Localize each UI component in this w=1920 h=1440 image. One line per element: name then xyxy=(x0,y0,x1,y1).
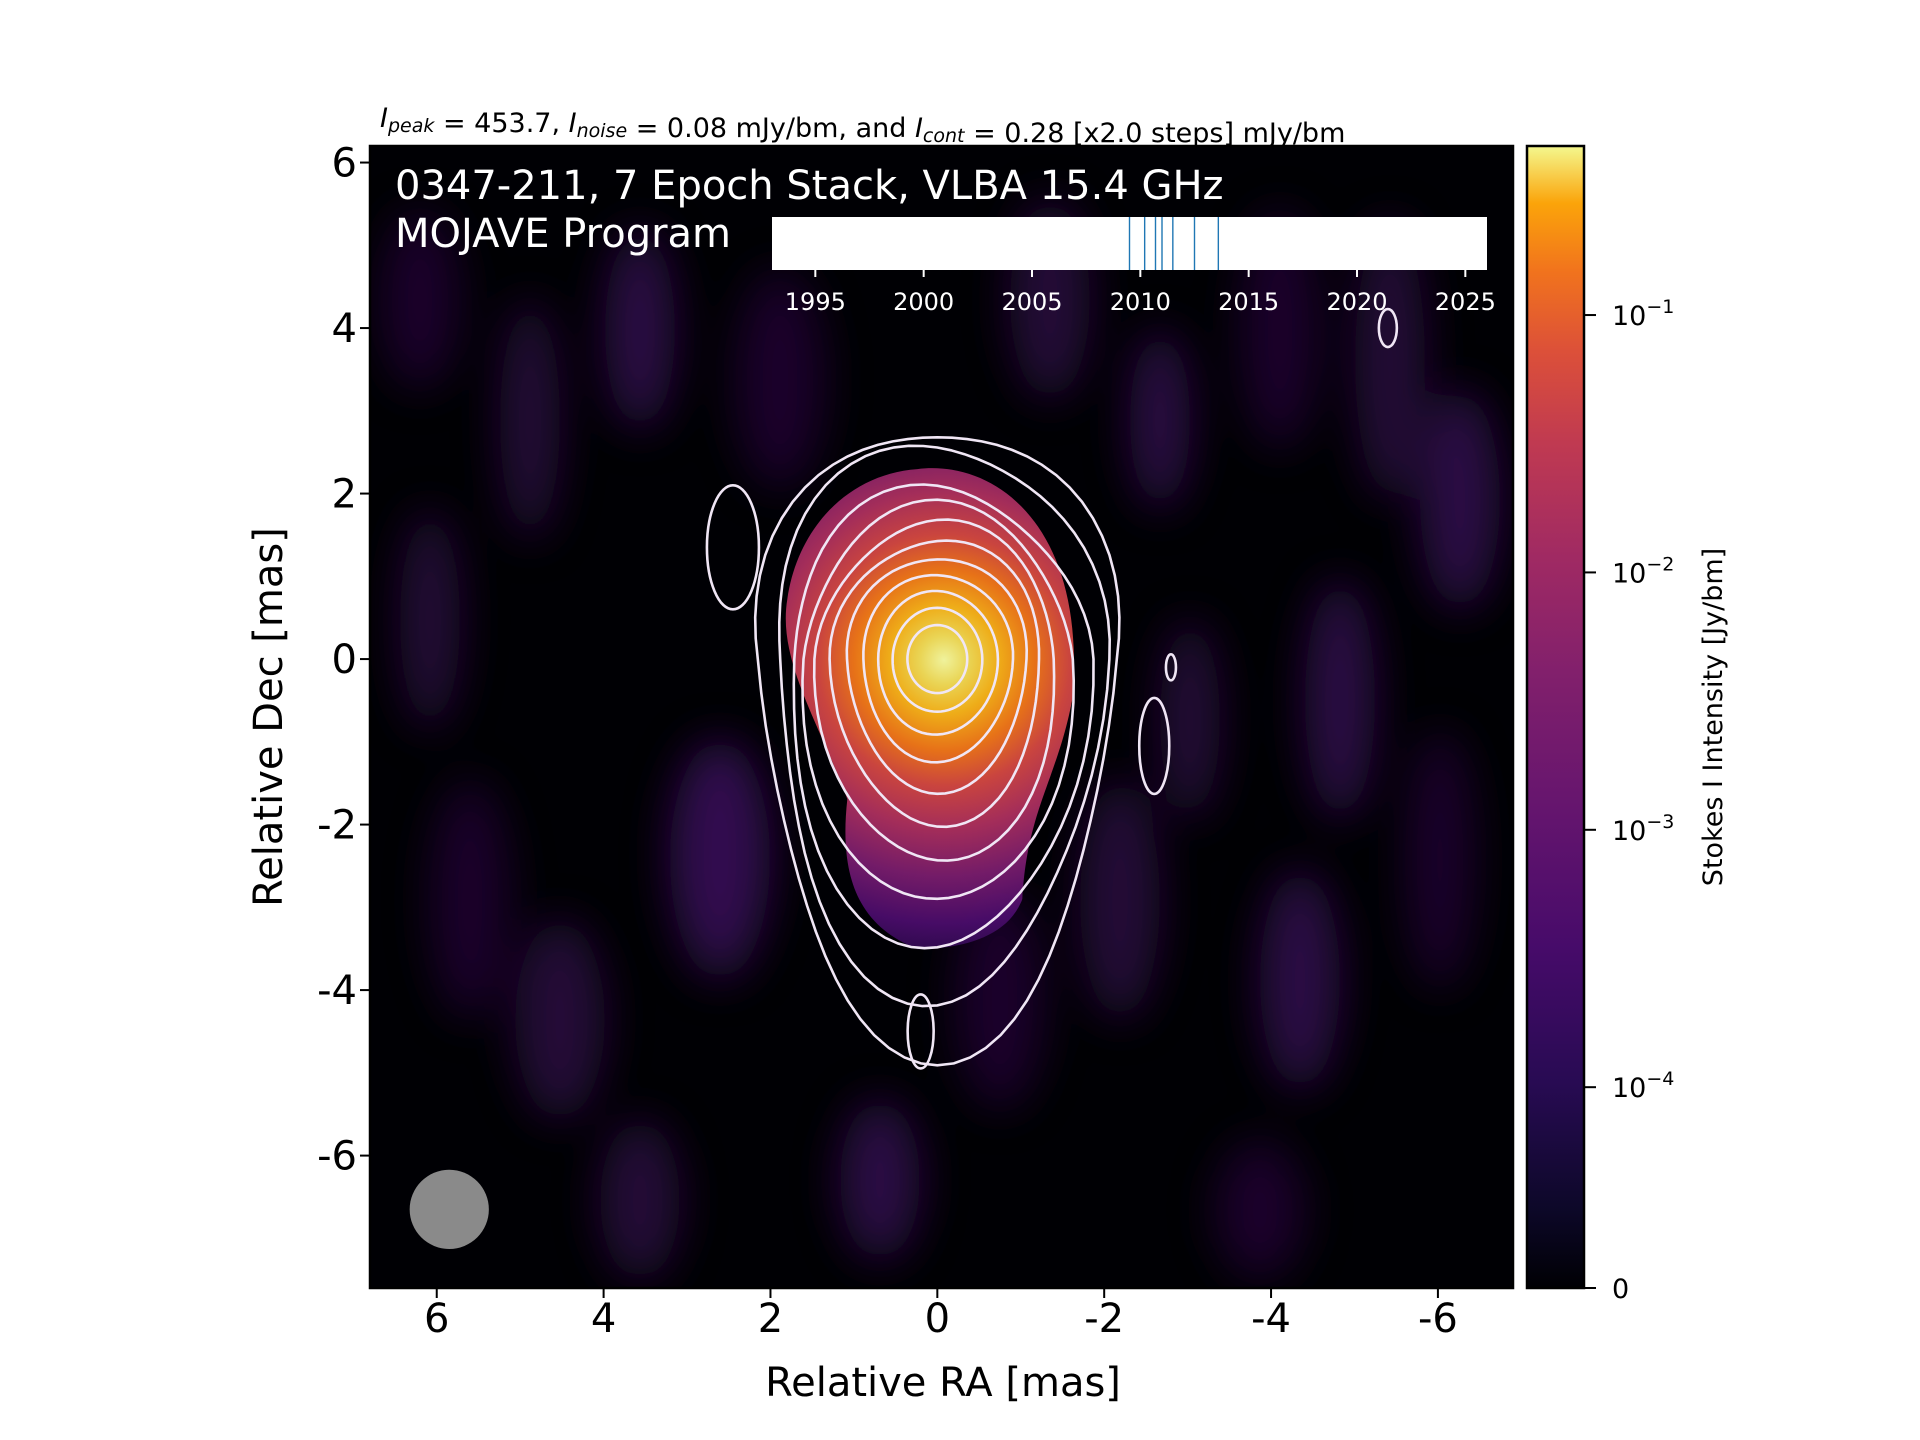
contour-island xyxy=(1137,696,1171,796)
noise-blob xyxy=(670,740,770,940)
noise-blob xyxy=(500,300,560,540)
noise-blob xyxy=(840,1100,920,1260)
beam-ellipse xyxy=(409,1169,489,1249)
contour-line xyxy=(891,606,984,714)
noise-blob xyxy=(1355,220,1425,500)
contour-line xyxy=(777,444,1112,1008)
contour-line xyxy=(862,573,1015,764)
program-label: MOJAVE Program xyxy=(395,211,731,257)
contour-line xyxy=(792,483,1095,950)
colorbar-ticks: 10−1 10−2 10−3 10−4 0 xyxy=(1584,296,1674,1305)
timeline-tick-label: 2000 xyxy=(893,288,954,316)
colorbar-frame xyxy=(1525,144,1586,1290)
colorbar-label: Stokes I Intensity [Jy/bm] xyxy=(1698,548,1729,886)
epoch-lines xyxy=(1128,217,1220,270)
x-tick-label: 2 xyxy=(758,1296,783,1342)
contour-line xyxy=(876,589,1000,736)
noise-blob xyxy=(735,270,825,490)
x-tick-label: -6 xyxy=(1418,1296,1458,1342)
y-tick-label: -6 xyxy=(317,1134,357,1180)
noise-blob xyxy=(1420,390,1500,610)
epoch-timeline: 1995 2000 2005 2010 2015 2020 2025 xyxy=(772,217,1496,316)
x-tick-label: -2 xyxy=(1084,1296,1124,1342)
contour-island xyxy=(1164,653,1178,682)
colorbar: 10−1 10−2 10−3 10−4 0 Stokes I Intensity [Jy… xyxy=(1525,144,1729,1305)
noise-blob xyxy=(430,780,510,1020)
contour-island xyxy=(705,484,761,611)
noise-blob xyxy=(955,890,1045,1110)
noise-blob xyxy=(1215,1140,1305,1280)
noise-blob xyxy=(400,510,460,730)
y-axis-ticks: 6 4 2 0 -2 -4 -6 xyxy=(317,141,370,1180)
x-tick-label: 0 xyxy=(925,1296,950,1342)
y-tick-label: 2 xyxy=(332,472,357,518)
y-tick-label: 6 xyxy=(332,141,357,187)
image-panel xyxy=(370,146,1513,1288)
plot-frame xyxy=(368,144,1515,1290)
contour-island xyxy=(1377,307,1399,349)
noise-blob xyxy=(1160,620,1220,820)
timeline-tick-label: 2005 xyxy=(1001,288,1062,316)
contour-line xyxy=(906,623,969,695)
contour-line xyxy=(828,539,1041,829)
noise-blob xyxy=(1080,780,1160,1020)
noise-blob xyxy=(1405,730,1475,990)
y-tick-label: 4 xyxy=(332,306,357,352)
x-tick-label: 6 xyxy=(424,1296,449,1342)
colorbar-tick-label: 0 xyxy=(1612,1274,1629,1305)
stats-title: Ipeak = 453.7, Inoise = 0.08 mJy/bm, and… xyxy=(380,103,1345,149)
y-axis-label: Relative Dec [mas] xyxy=(246,527,292,907)
y-tick-label: -4 xyxy=(317,968,357,1014)
contour-line xyxy=(801,498,1076,901)
contour-line xyxy=(753,435,1121,1067)
noise-blob xyxy=(380,210,460,390)
colorbar-tick-label: 10−4 xyxy=(1612,1068,1674,1104)
timeline-tick-label: 1995 xyxy=(785,288,846,316)
timeline-tick-label: 2020 xyxy=(1326,288,1387,316)
x-axis-label: Relative RA [mas] xyxy=(765,1360,1121,1406)
colorbar-tick-label: 10−2 xyxy=(1612,553,1674,589)
noise-blob xyxy=(605,230,675,430)
colorbar-tick-label: 10−3 xyxy=(1612,811,1674,847)
x-axis-ticks: 6 4 2 0 -2 -4 -6 xyxy=(424,1288,1458,1342)
timeline-tick-label: 2025 xyxy=(1435,288,1496,316)
source-title: 0347-211, 7 Epoch Stack, VLBA 15.4 GHz xyxy=(395,163,1224,209)
timeline-tick-label: 2015 xyxy=(1218,288,1279,316)
x-tick-label: 4 xyxy=(591,1296,616,1342)
colorbar-gradient xyxy=(1527,146,1584,1288)
jet-emission xyxy=(785,468,1074,950)
timeline-ticks: 1995 2000 2005 2010 2015 2020 2025 xyxy=(785,270,1496,316)
timeline-tick-label: 2010 xyxy=(1110,288,1171,316)
noise-blob xyxy=(1260,870,1340,1090)
noise-blob xyxy=(600,1120,680,1280)
noise-blob xyxy=(515,920,605,1120)
contour-layer xyxy=(705,307,1399,1070)
contour-line xyxy=(812,518,1056,862)
noise-blob xyxy=(1130,330,1190,510)
contour-line xyxy=(845,558,1029,796)
y-tick-label: -2 xyxy=(317,803,357,849)
noise-blob xyxy=(1305,580,1375,820)
y-tick-label: 0 xyxy=(332,637,357,683)
colorbar-tick-label: 10−1 xyxy=(1612,296,1674,332)
x-tick-label: -4 xyxy=(1251,1296,1291,1342)
contour-island xyxy=(906,993,935,1070)
